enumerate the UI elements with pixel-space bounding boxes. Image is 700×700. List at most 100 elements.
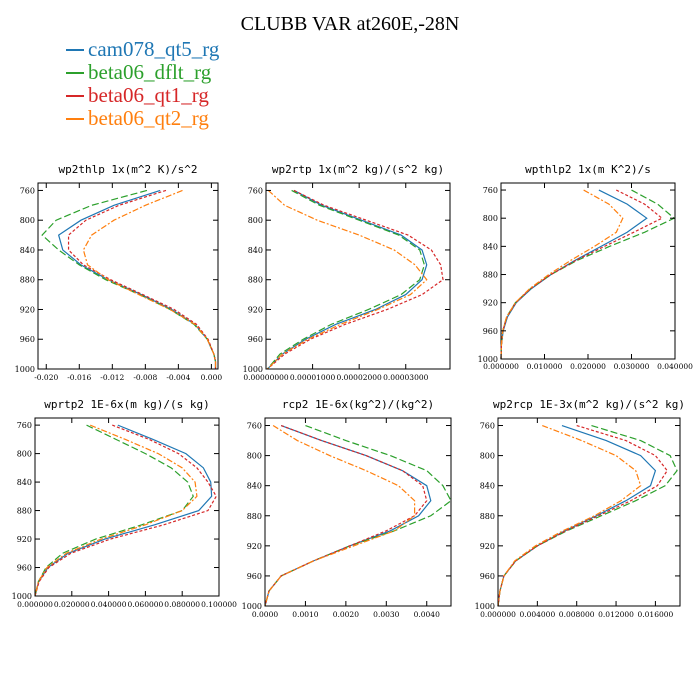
x-tick-label: 0.010000 xyxy=(527,362,563,371)
series-line xyxy=(264,424,428,607)
y-tick-label: 960 xyxy=(248,335,263,344)
series-line xyxy=(497,424,678,607)
x-tick-label: 0.0000 xyxy=(252,610,278,619)
chart-panel: rcp2 1E-6x(kg^2)/(kg^2) 760 800 840 880 920 96… xyxy=(242,398,452,619)
x-tick-label: -0.012 xyxy=(100,373,124,382)
y-tick-label: 840 xyxy=(17,478,32,487)
series-line xyxy=(34,424,194,597)
x-tick-label: 0.0040 xyxy=(414,610,440,619)
x-tick-label: 0.030000 xyxy=(614,362,650,371)
y-tick-label: 760 xyxy=(17,421,32,430)
y-tick-label: 920 xyxy=(480,542,495,551)
series-line xyxy=(34,424,198,597)
legend-label: beta06_dflt_rg xyxy=(88,60,212,84)
x-tick-label: 0.012000 xyxy=(598,610,634,619)
series-line xyxy=(266,189,426,370)
chart-panel: wp2rcp 1E-3x(m^2 kg)/(s^2 kg) 760 800 840 88… xyxy=(475,398,685,619)
legend-item: beta06_dflt_rg xyxy=(66,61,219,84)
x-tick-label: 0.00002000 xyxy=(336,373,382,382)
x-tick-label: 0.000000 xyxy=(17,600,53,609)
y-tick-label: 800 xyxy=(483,214,498,223)
series-line xyxy=(497,424,642,607)
y-tick-label: 960 xyxy=(480,572,495,581)
x-tick-label: -0.016 xyxy=(67,373,91,382)
y-tick-label: 880 xyxy=(483,271,498,280)
legend-line-swatch xyxy=(66,117,84,120)
series-line xyxy=(264,425,416,607)
x-tick-label: 0.00000000 xyxy=(243,373,289,382)
x-tick-label: 0.000 xyxy=(201,373,223,382)
x-tick-label: 0.040000 xyxy=(91,600,127,609)
plot-frame xyxy=(500,182,676,360)
y-tick-label: 880 xyxy=(248,276,263,285)
series-line xyxy=(57,189,217,369)
y-tick-label: 1000 xyxy=(478,355,498,364)
y-tick-label: 920 xyxy=(247,542,262,551)
legend-line-swatch xyxy=(66,48,84,51)
plot-frame xyxy=(34,417,220,597)
legend-item: beta06_qt1_rg xyxy=(66,84,219,107)
y-tick-label: 760 xyxy=(483,186,498,195)
y-tick-label: 920 xyxy=(483,299,498,308)
series-line xyxy=(266,189,428,370)
series-line xyxy=(82,189,217,369)
y-tick-label: 840 xyxy=(248,246,263,255)
y-tick-label: 760 xyxy=(247,422,262,431)
x-tick-label: -0.004 xyxy=(166,373,190,382)
legend-label: cam078_qt5_rg xyxy=(88,37,220,61)
y-tick-label: 920 xyxy=(248,305,263,314)
series-line xyxy=(497,424,657,607)
y-tick-label: 800 xyxy=(20,216,35,225)
x-tick-label: 0.000000 xyxy=(480,610,516,619)
y-tick-label: 1000 xyxy=(242,602,262,611)
legend-label: beta06_qt2_rg xyxy=(88,106,209,130)
y-tick-label: 920 xyxy=(17,535,32,544)
y-tick-label: 760 xyxy=(480,422,495,431)
y-tick-label: 960 xyxy=(17,564,32,573)
chart-panel: wp2thlp 1x(m^2 K)/s^2 760 800 840 880 920 960 1… xyxy=(15,163,223,382)
series-line xyxy=(500,189,664,360)
legend-line-swatch xyxy=(66,94,84,97)
y-tick-label: 760 xyxy=(20,186,35,195)
series-line xyxy=(497,424,668,607)
plot-frame xyxy=(37,182,219,370)
y-tick-label: 1000 xyxy=(15,365,35,374)
series-line xyxy=(264,424,432,607)
x-tick-label: 0.060000 xyxy=(128,600,164,609)
y-tick-label: 1000 xyxy=(243,365,263,374)
panel-title: rcp2 1E-6x(kg^2)/(kg^2) xyxy=(282,398,434,411)
y-tick-label: 800 xyxy=(247,452,262,461)
plot-frame xyxy=(497,417,681,607)
x-tick-label: 0.008000 xyxy=(559,610,595,619)
x-tick-label: 0.020000 xyxy=(570,362,606,371)
y-tick-label: 880 xyxy=(247,512,262,521)
series-line xyxy=(267,189,444,370)
y-tick-label: 840 xyxy=(247,482,262,491)
x-tick-label: 0.080000 xyxy=(164,600,200,609)
y-tick-label: 800 xyxy=(480,452,495,461)
y-tick-label: 920 xyxy=(20,305,35,314)
y-tick-label: 840 xyxy=(483,242,498,251)
chart-panel: wpthlp2 1x(m K^2)/s 760 800 840 880 920 960 100… xyxy=(478,163,693,371)
panel-title: wprtp2 1E-6x(m kg)/(s kg) xyxy=(44,398,210,411)
y-tick-label: 880 xyxy=(480,512,495,521)
legend-item: cam078_qt5_rg xyxy=(66,38,219,61)
series-line xyxy=(34,424,217,597)
x-tick-label: 0.00001000 xyxy=(290,373,336,382)
x-tick-label: -0.008 xyxy=(133,373,157,382)
y-tick-label: 1000 xyxy=(12,592,32,601)
y-tick-label: 840 xyxy=(480,482,495,491)
y-tick-label: 960 xyxy=(20,335,35,344)
x-tick-label: 0.000000 xyxy=(483,362,519,371)
series-line xyxy=(34,424,213,597)
x-tick-label: 0.0020 xyxy=(333,610,359,619)
x-tick-label: 0.004000 xyxy=(519,610,555,619)
x-tick-label: 0.016000 xyxy=(638,610,674,619)
chart-panel: wprtp2 1E-6x(m kg)/(s kg) 760 800 840 880 920… xyxy=(12,398,237,609)
panel-title: wpthlp2 1x(m K^2)/s xyxy=(525,163,651,176)
x-tick-label: 0.0030 xyxy=(373,610,399,619)
series-line xyxy=(266,189,428,370)
x-tick-label: -0.020 xyxy=(34,373,58,382)
